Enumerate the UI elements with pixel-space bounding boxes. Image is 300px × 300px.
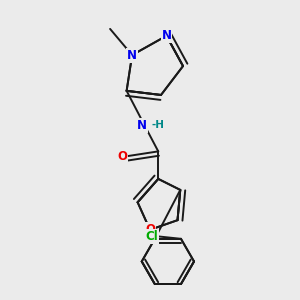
Text: -H: -H — [151, 120, 164, 130]
Text: N: N — [161, 29, 172, 42]
Text: O: O — [145, 223, 155, 236]
Text: N: N — [137, 119, 147, 132]
Text: Cl: Cl — [145, 230, 158, 243]
Text: N: N — [127, 49, 137, 62]
Text: O: O — [118, 150, 128, 164]
